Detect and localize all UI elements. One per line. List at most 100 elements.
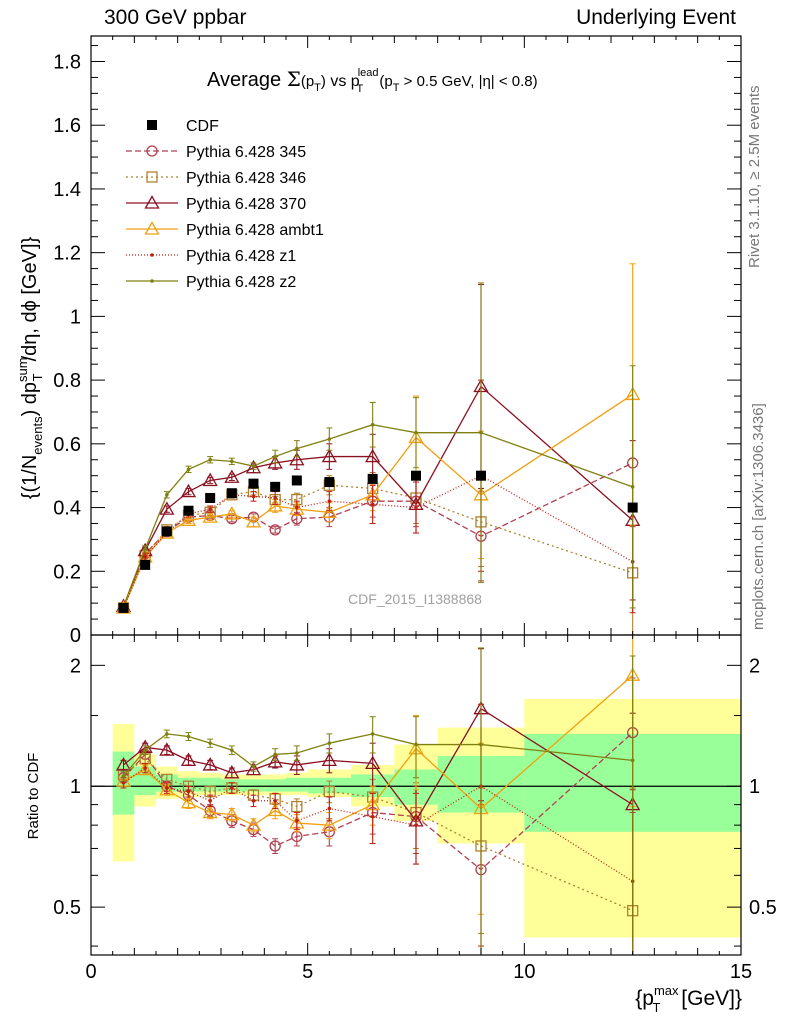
legend-label-1: Pythia 6.428 346 xyxy=(186,170,306,187)
ratio-series-1-point-8 xyxy=(291,800,303,813)
ratio-series-5-point-7 xyxy=(273,752,277,757)
ratio-band-inner-8 xyxy=(286,777,308,792)
ratio-band-inner-6 xyxy=(242,779,265,792)
series-3-point-9 xyxy=(321,504,337,518)
reference-point-1 xyxy=(140,559,151,570)
series-3-point-7 xyxy=(267,498,283,512)
y-tick-label-1-8: 1.8 xyxy=(53,51,81,73)
legend-marker-2 xyxy=(144,195,160,209)
legend-marker-3 xyxy=(144,221,160,235)
ratio-series-2-point-5 xyxy=(224,764,240,779)
ratio-series-4-point-0 xyxy=(121,780,126,785)
series-3-point-6 xyxy=(245,514,262,528)
ratio-series-4-point-5 xyxy=(230,786,234,790)
ratio-series-5-point-9 xyxy=(327,741,332,745)
ratio-y-tick-label-left-0-5: 0.5 xyxy=(53,897,81,919)
legend-label-0: Pythia 6.428 345 xyxy=(186,144,306,161)
ratio-series-4-point-10 xyxy=(370,814,375,819)
ratio-series-5-point-4 xyxy=(208,741,212,745)
legend: CDF Pythia 6.428 345 Pythia 6.428 346 Pythi… xyxy=(126,118,324,291)
reference-point-10 xyxy=(367,473,378,484)
series-4-point-11 xyxy=(414,505,418,510)
reference-point-5 xyxy=(226,488,237,499)
ratio-series-0-point-7 xyxy=(269,840,281,852)
reference-point-7 xyxy=(270,481,281,492)
ratio-series-2-point-0 xyxy=(115,757,132,771)
legend-marker-1 xyxy=(146,171,158,183)
y-tick-label-0-6: 0.6 xyxy=(53,434,81,456)
series-2-line xyxy=(122,385,634,607)
y-tick-label-0-8: 0.8 xyxy=(53,370,81,392)
ratio-series-5-point-3 xyxy=(186,734,191,739)
legend-marker-4 xyxy=(150,253,154,257)
y-tick-label-1-6: 1.6 xyxy=(53,115,81,137)
ratio-series-3-point-1 xyxy=(137,761,153,776)
ratio-series-3-line xyxy=(123,674,634,826)
ratio-series-3-point-4 xyxy=(202,804,218,819)
ratio-series-2-line xyxy=(123,707,634,823)
series-5-point-5 xyxy=(230,459,234,464)
ratio-series-4-point-6 xyxy=(251,798,256,803)
series-1-line xyxy=(122,484,633,609)
ratio-y-axis-label: Ratio to CDF xyxy=(25,753,42,840)
reference-point-4 xyxy=(205,492,216,503)
legend-label-2: Pythia 6.428 370 xyxy=(186,196,306,213)
ratio-series-4-point-4 xyxy=(208,798,212,803)
series-5-point-12 xyxy=(479,430,483,435)
ratio-series-5-point-11 xyxy=(414,742,418,747)
ratio-series-5-point-8 xyxy=(295,751,299,755)
ratio-y-tick-label-right-0-5: 0.5 xyxy=(749,897,777,919)
series-3-point-5 xyxy=(224,506,240,520)
y-tick-label-0-2: 0.2 xyxy=(53,561,81,583)
plot-title: Average Σ(pT) vs plead T (pT > 0.5 GeV, |… xyxy=(207,67,538,95)
ratio-series-3-point-2 xyxy=(159,781,175,796)
ratio-series-4-point-2 xyxy=(165,786,169,790)
ratio-series-5-point-6 xyxy=(251,764,256,769)
series-4-point-8 xyxy=(295,505,299,510)
reference-point-8 xyxy=(291,475,302,486)
x-axis-label: {pmax T [GeV]} xyxy=(635,983,742,1015)
ratio-y-tick-label-right-1: 1 xyxy=(749,776,760,798)
ratio-series-4-point-8 xyxy=(295,819,299,823)
y-tick-label-0-4: 0.4 xyxy=(53,498,81,520)
legend-label-reference: CDF xyxy=(186,118,219,135)
ratio-series-5-point-13 xyxy=(630,758,635,763)
series-0-point-7 xyxy=(269,524,281,536)
series-5-point-2 xyxy=(165,493,169,497)
series-4-point-6 xyxy=(251,494,256,499)
series-4-point-9 xyxy=(327,499,332,503)
legend-marker-5 xyxy=(150,279,154,283)
series-5-point-11 xyxy=(414,430,418,435)
ratio-series-2-point-9 xyxy=(321,752,337,767)
series-2-point-10 xyxy=(365,448,381,463)
y-tick-label-1-4: 1.4 xyxy=(53,179,81,201)
header-right: Underlying Event xyxy=(576,6,736,29)
x-tick-label-5: 5 xyxy=(302,961,313,983)
x-tick-label-15: 15 xyxy=(730,961,752,983)
ratio-series-3-point-3 xyxy=(180,794,197,809)
reference-point-9 xyxy=(324,477,335,488)
reference-point-3 xyxy=(183,505,194,516)
series-2-point-5 xyxy=(224,469,240,483)
ratio-series-4-point-7 xyxy=(273,798,277,803)
ratio-series-4-point-9 xyxy=(327,806,332,811)
legend-label-5: Pythia 6.428 z2 xyxy=(186,274,296,291)
reference-point-6 xyxy=(248,478,259,489)
series-5-point-4 xyxy=(208,457,212,462)
series-2-point-6 xyxy=(245,459,262,474)
series-4-point-1 xyxy=(143,555,147,559)
ratio-series-5-point-12 xyxy=(479,742,483,747)
ratio-series-2-point-6 xyxy=(245,761,262,776)
ratio-series-0-line xyxy=(123,732,634,871)
ratio-series-2-point-7 xyxy=(267,754,283,768)
main-plot: 0 0.2 0.4 0.6 0.8 1 1.2 1.4 1.6 1.8 xyxy=(53,35,742,647)
series-4-point-10 xyxy=(370,502,375,507)
series-4-line xyxy=(122,474,633,609)
series-5-point-6 xyxy=(251,464,256,468)
ratio-series-5-point-10 xyxy=(370,732,375,736)
series-2-point-8 xyxy=(289,451,305,466)
ratio-series-4-point-3 xyxy=(186,789,191,794)
series-2-point-9 xyxy=(321,448,337,463)
